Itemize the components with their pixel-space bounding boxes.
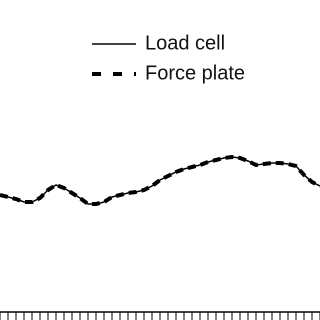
legend-label: Force plate <box>145 62 245 84</box>
series-line <box>0 156 320 205</box>
legend-label: Load cell <box>145 32 225 54</box>
series-line <box>0 154 320 206</box>
